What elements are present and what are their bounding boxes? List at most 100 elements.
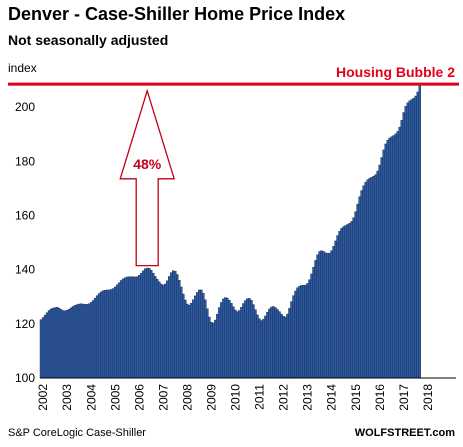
bar	[87, 303, 91, 379]
bar	[109, 289, 113, 379]
brand-logo-text: WOLFSTREET.com	[354, 427, 455, 439]
reference-line-label: Housing Bubble 2	[336, 64, 455, 80]
bar	[342, 226, 345, 379]
bar	[380, 157, 383, 379]
bar	[320, 250, 323, 379]
bar	[368, 178, 371, 379]
up-arrow-icon	[119, 88, 176, 267]
bar	[260, 320, 263, 379]
x-tick-label: 2007	[156, 384, 170, 411]
bar	[85, 304, 89, 379]
y-axis-label: index	[8, 61, 37, 75]
bar	[154, 276, 157, 379]
source-note: S&P CoreLogic Case-Shiller	[8, 427, 146, 439]
bar	[334, 240, 337, 379]
bar	[326, 253, 329, 379]
bar	[170, 272, 173, 379]
bar	[53, 307, 57, 379]
bar	[258, 318, 261, 379]
bar	[39, 319, 43, 379]
bar	[113, 286, 117, 379]
bar	[418, 85, 421, 379]
bar	[316, 254, 319, 379]
bar	[81, 303, 85, 379]
bar	[182, 293, 185, 379]
y-axis: 100 120 140 160 180 200	[15, 100, 35, 385]
x-tick-label: 2004	[84, 384, 98, 411]
y-tick-label: 180	[15, 154, 35, 168]
bar	[312, 267, 315, 379]
bar	[404, 106, 407, 379]
bar	[290, 301, 293, 379]
bar	[296, 287, 299, 379]
bar	[194, 295, 197, 379]
bar	[139, 272, 143, 379]
bar	[398, 126, 401, 379]
bar	[73, 305, 77, 379]
chart-subtitle: Not seasonally adjusted	[8, 32, 169, 48]
bar	[266, 311, 269, 379]
bar	[145, 267, 149, 379]
bar	[79, 303, 83, 379]
bar	[408, 100, 411, 379]
x-tick-label: 2008	[180, 384, 194, 411]
bar	[196, 292, 199, 379]
bar	[246, 298, 249, 379]
bar	[262, 319, 265, 379]
bar	[236, 311, 239, 379]
bar	[332, 246, 335, 379]
bar	[366, 179, 369, 379]
bar	[308, 279, 311, 379]
bar	[55, 307, 59, 379]
bar	[61, 310, 65, 379]
bar	[306, 283, 309, 379]
bar	[129, 276, 133, 379]
bar	[240, 307, 243, 379]
x-tick-label: 2017	[397, 384, 411, 411]
bar	[133, 276, 137, 379]
bar	[111, 288, 115, 379]
x-tick-label: 2011	[253, 384, 267, 410]
bar	[43, 314, 47, 379]
bar	[89, 302, 93, 379]
arrow-annotation-label: 48%	[133, 156, 162, 172]
x-tick-label: 2015	[349, 384, 363, 411]
y-tick-label: 140	[15, 263, 35, 277]
bar	[238, 310, 241, 379]
bar	[340, 227, 343, 379]
bar-series	[39, 85, 421, 379]
bar	[384, 143, 387, 379]
bar	[172, 270, 175, 379]
bar	[178, 280, 181, 379]
bar	[148, 268, 151, 379]
bar	[392, 135, 395, 379]
bar	[282, 316, 285, 379]
bar	[174, 271, 177, 379]
bar	[105, 289, 109, 379]
bar	[220, 302, 223, 379]
x-tick-label: 2005	[108, 384, 122, 411]
bar	[202, 293, 205, 379]
y-tick-label: 100	[15, 371, 35, 385]
bar	[294, 290, 297, 379]
bar	[352, 217, 355, 379]
bar	[370, 177, 373, 379]
bar	[288, 308, 291, 379]
bar	[101, 290, 105, 379]
bar	[69, 307, 73, 379]
bar	[322, 251, 325, 379]
bar	[156, 278, 159, 379]
bar	[298, 285, 301, 379]
bar	[49, 308, 53, 379]
x-tick-label: 2014	[325, 384, 339, 411]
bar	[150, 269, 153, 379]
bar	[121, 278, 125, 379]
bar	[47, 310, 51, 379]
bar	[198, 289, 201, 379]
bar	[230, 303, 233, 379]
bar	[280, 313, 283, 379]
bar	[206, 308, 209, 379]
bar	[91, 300, 95, 379]
bar	[137, 275, 141, 379]
bar	[162, 284, 165, 379]
